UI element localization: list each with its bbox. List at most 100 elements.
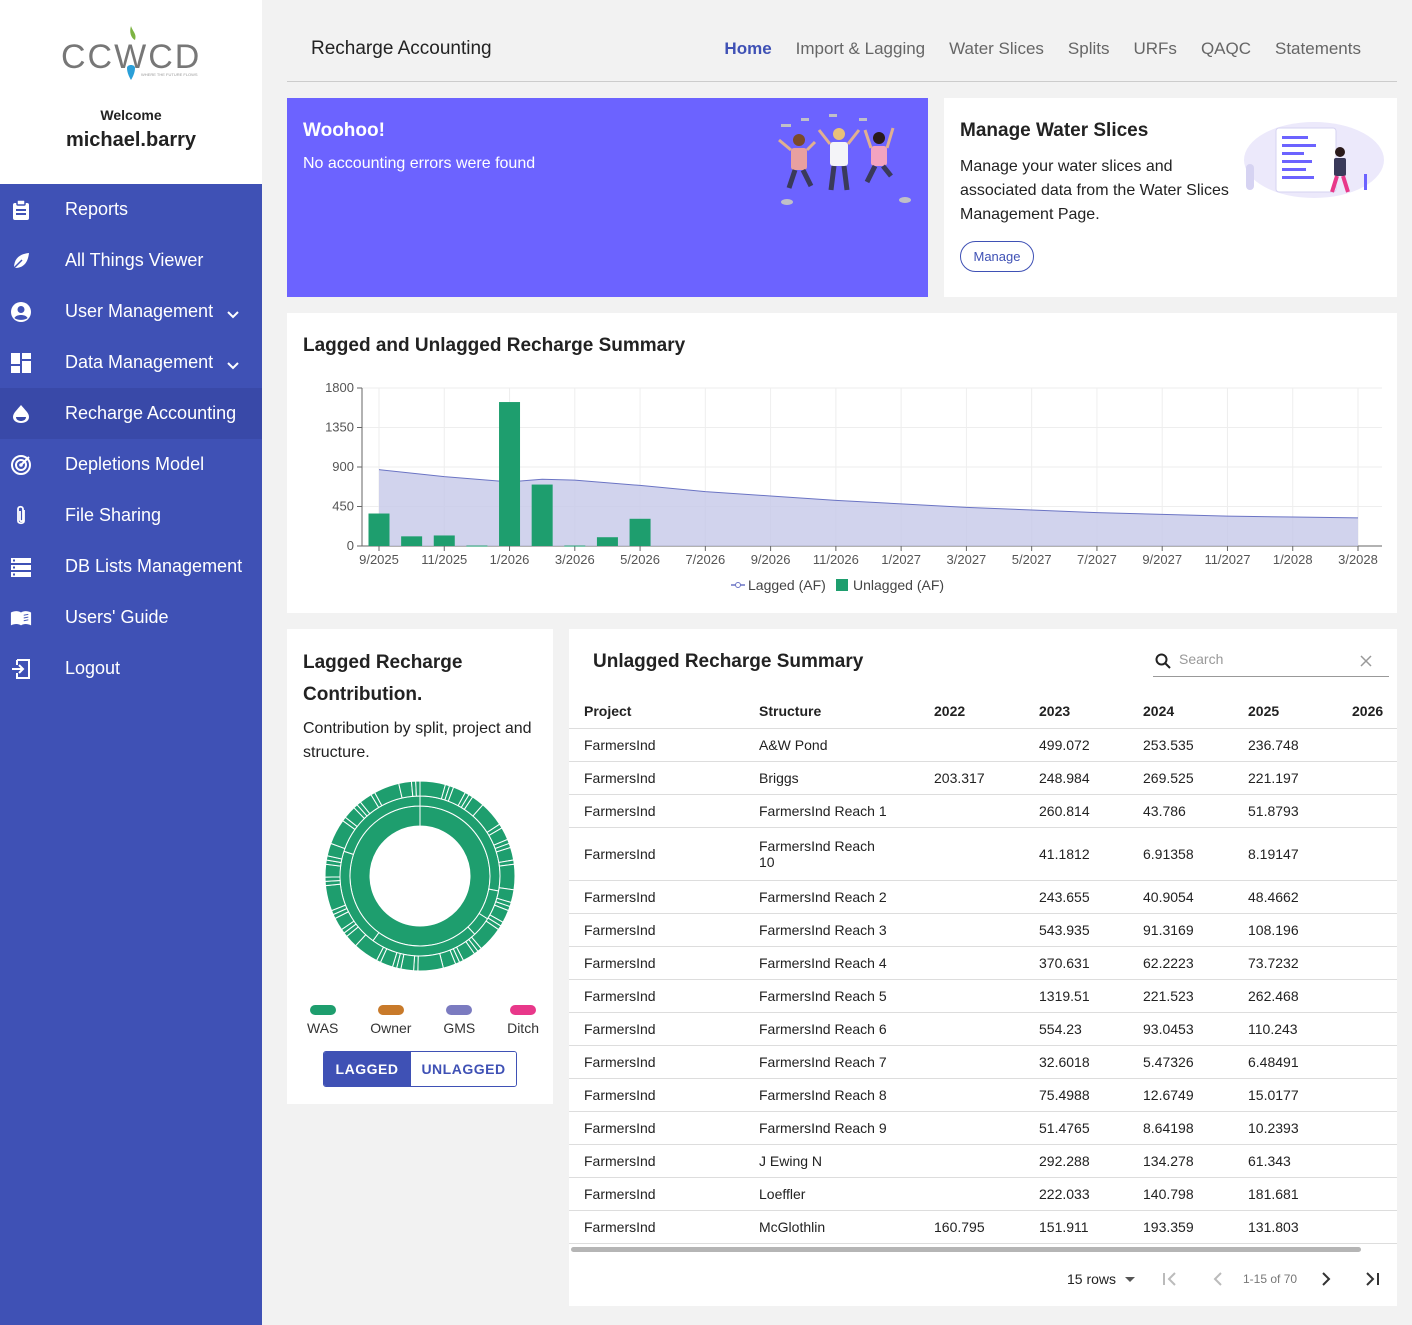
x-tick-label: 11/2025	[421, 552, 467, 567]
cell-2025: 221.197	[1233, 761, 1337, 795]
cell-2026	[1337, 794, 1397, 828]
lagged-area	[379, 469, 1358, 546]
dashboard-icon	[10, 352, 32, 374]
cell-2026	[1337, 1144, 1397, 1178]
cell-2025: 61.343	[1233, 1144, 1337, 1178]
table-row[interactable]: FarmersInd Briggs 203.317 248.984 269.525 221…	[569, 761, 1397, 795]
clipboard-icon	[10, 199, 32, 221]
x-tick-label: 5/2027	[1012, 552, 1052, 567]
unlagged-bar	[499, 402, 521, 546]
horizontal-scrollbar[interactable]	[571, 1247, 1361, 1252]
legend-item-ditch[interactable]: Ditch	[507, 1005, 539, 1036]
tab-import-lagging[interactable]: Import & Lagging	[795, 39, 926, 58]
sidebar-item-reports[interactable]: Reports	[0, 184, 262, 235]
rows-per-page-select[interactable]: 15 rows	[1067, 1271, 1136, 1287]
cell-structure: FarmersInd Reach 6	[744, 1012, 919, 1046]
lagged-toggle-button[interactable]: LAGGED	[324, 1052, 410, 1086]
legend-swatch	[446, 1005, 473, 1015]
sunburst-structure-segment[interactable]	[498, 863, 516, 891]
sidebar-item-db-lists-management[interactable]: DB Lists Management	[0, 541, 262, 592]
sidebar-item-label: Logout	[65, 658, 121, 678]
tab-qaqc[interactable]: QAQC	[1200, 39, 1251, 58]
sunburst-structure-segment[interactable]	[417, 952, 444, 972]
cell-2024: 269.525	[1128, 761, 1233, 795]
table-row[interactable]: FarmersInd FarmersInd Reach 7 32.6018 5.473…	[569, 1045, 1397, 1079]
table-row[interactable]: FarmersInd FarmersInd Reach 6 554.23 93.045…	[569, 1012, 1397, 1046]
y-tick-label: 1800	[325, 380, 354, 395]
legend-item-owner[interactable]: Owner	[370, 1005, 411, 1036]
column-header-2026[interactable]: 2026	[1337, 694, 1397, 729]
legend-swatch	[309, 1005, 336, 1015]
table-row[interactable]: FarmersInd A&W Pond 499.072 253.535 236.748	[569, 728, 1397, 762]
sunburst-structure-segment[interactable]	[324, 876, 341, 882]
contribution-sunburst-chart	[324, 780, 516, 972]
y-tick-label: 0	[347, 538, 354, 553]
dropdown-arrow-icon	[1125, 1277, 1136, 1283]
tab-splits[interactable]: Splits	[1067, 39, 1110, 58]
first-page-button[interactable]	[1161, 1271, 1179, 1292]
tab-water-slices[interactable]: Water Slices	[949, 39, 1044, 58]
table-row[interactable]: FarmersInd FarmersInd Reach 9 51.4765 8.641…	[569, 1111, 1397, 1145]
table-row[interactable]: FarmersInd FarmersInd Reach 4 370.631 62.22…	[569, 946, 1397, 980]
cell-2024: 93.0453	[1128, 1012, 1233, 1046]
search-input[interactable]	[1179, 651, 1349, 667]
cell-2025: 110.243	[1233, 1012, 1337, 1046]
column-header-2025[interactable]: 2025	[1233, 694, 1337, 729]
table-row[interactable]: FarmersInd McGlothlin 160.795 151.911 193.35…	[569, 1210, 1397, 1244]
next-page-button[interactable]	[1319, 1271, 1333, 1292]
manage-button[interactable]: Manage	[960, 241, 1034, 272]
tab-statements[interactable]: Statements	[1275, 39, 1361, 58]
legend-item-was[interactable]: WAS	[307, 1005, 338, 1036]
sunburst-structure-segment[interactable]	[419, 780, 447, 800]
table-row[interactable]: FarmersInd Loeffler 222.033 140.798 181.681	[569, 1177, 1397, 1211]
column-header-2022[interactable]: 2022	[919, 694, 1024, 729]
sidebar-item-data-management[interactable]: Data Management	[0, 337, 262, 388]
cell-2024: 6.91358	[1128, 827, 1233, 881]
column-header-project[interactable]: Project	[569, 694, 744, 729]
clear-search-icon[interactable]	[1359, 654, 1373, 673]
sidebar-item-all-things-viewer[interactable]: All Things Viewer	[0, 235, 262, 286]
cell-structure: Loeffler	[744, 1177, 919, 1211]
sidebar-item-logout[interactable]: Logout	[0, 643, 262, 694]
table-row[interactable]: FarmersInd FarmersInd Reach 5 1319.51 221.5…	[569, 979, 1397, 1013]
tab-home[interactable]: Home	[724, 39, 772, 58]
sunburst-split-segment[interactable]	[349, 805, 491, 947]
unlagged-toggle-button[interactable]: UNLAGGED	[410, 1052, 516, 1086]
sidebar-item-depletions-model[interactable]: Depletions Model	[0, 439, 262, 490]
cell-2023: 370.631	[1024, 946, 1128, 980]
table-row[interactable]: FarmersInd J Ewing N 292.288 134.278 61.343	[569, 1144, 1397, 1178]
x-tick-label: 9/2027	[1142, 552, 1182, 567]
cell-2024: 43.786	[1128, 794, 1233, 828]
cell-2023: 292.288	[1024, 1144, 1128, 1178]
cell-2025: 262.468	[1233, 979, 1337, 1013]
tab-urfs[interactable]: URFs	[1133, 39, 1177, 58]
sidebar-item-recharge-accounting[interactable]: Recharge Accounting	[0, 388, 262, 439]
cell-2025: 73.7232	[1233, 946, 1337, 980]
table-pagination: 15 rows 1-15 of 70	[569, 1265, 1397, 1295]
manage-card-description: Manage your water slices and associated …	[960, 158, 1229, 223]
table-row[interactable]: FarmersInd FarmersInd Reach 8 75.4988 12.67…	[569, 1078, 1397, 1112]
sidebar-item-file-sharing[interactable]: File Sharing	[0, 490, 262, 541]
cell-2023: 1319.51	[1024, 979, 1128, 1013]
column-header-2024[interactable]: 2024	[1128, 694, 1233, 729]
table-row[interactable]: FarmersInd FarmersInd Reach 2 243.655 40.90…	[569, 880, 1397, 914]
column-header-structure[interactable]: Structure	[744, 694, 919, 729]
book-icon	[10, 607, 32, 629]
cell-2023: 499.072	[1024, 728, 1128, 762]
table-row[interactable]: FarmersInd FarmersInd Reach 10 41.1812 6.91…	[569, 827, 1397, 881]
cell-2024: 91.3169	[1128, 913, 1233, 947]
column-header-2023[interactable]: 2023	[1024, 694, 1128, 729]
cell-2025: 10.2393	[1233, 1111, 1337, 1145]
sidebar-item-user-management[interactable]: User Management	[0, 286, 262, 337]
last-page-button[interactable]	[1363, 1271, 1381, 1292]
cell-structure: FarmersInd Reach 4	[744, 946, 919, 980]
unlagged-bar	[629, 518, 651, 546]
cell-2026	[1337, 1111, 1397, 1145]
table-row[interactable]: FarmersInd FarmersInd Reach 3 543.935 91.31…	[569, 913, 1397, 947]
sidebar-item-users-guide[interactable]: Users' Guide	[0, 592, 262, 643]
sunburst-structure-segment[interactable]	[415, 780, 421, 797]
table-row[interactable]: FarmersInd FarmersInd Reach 1 260.814 43.78…	[569, 794, 1397, 828]
legend-item-gms[interactable]: GMS	[443, 1005, 475, 1036]
table-search	[1153, 645, 1389, 677]
previous-page-button[interactable]	[1211, 1271, 1225, 1292]
